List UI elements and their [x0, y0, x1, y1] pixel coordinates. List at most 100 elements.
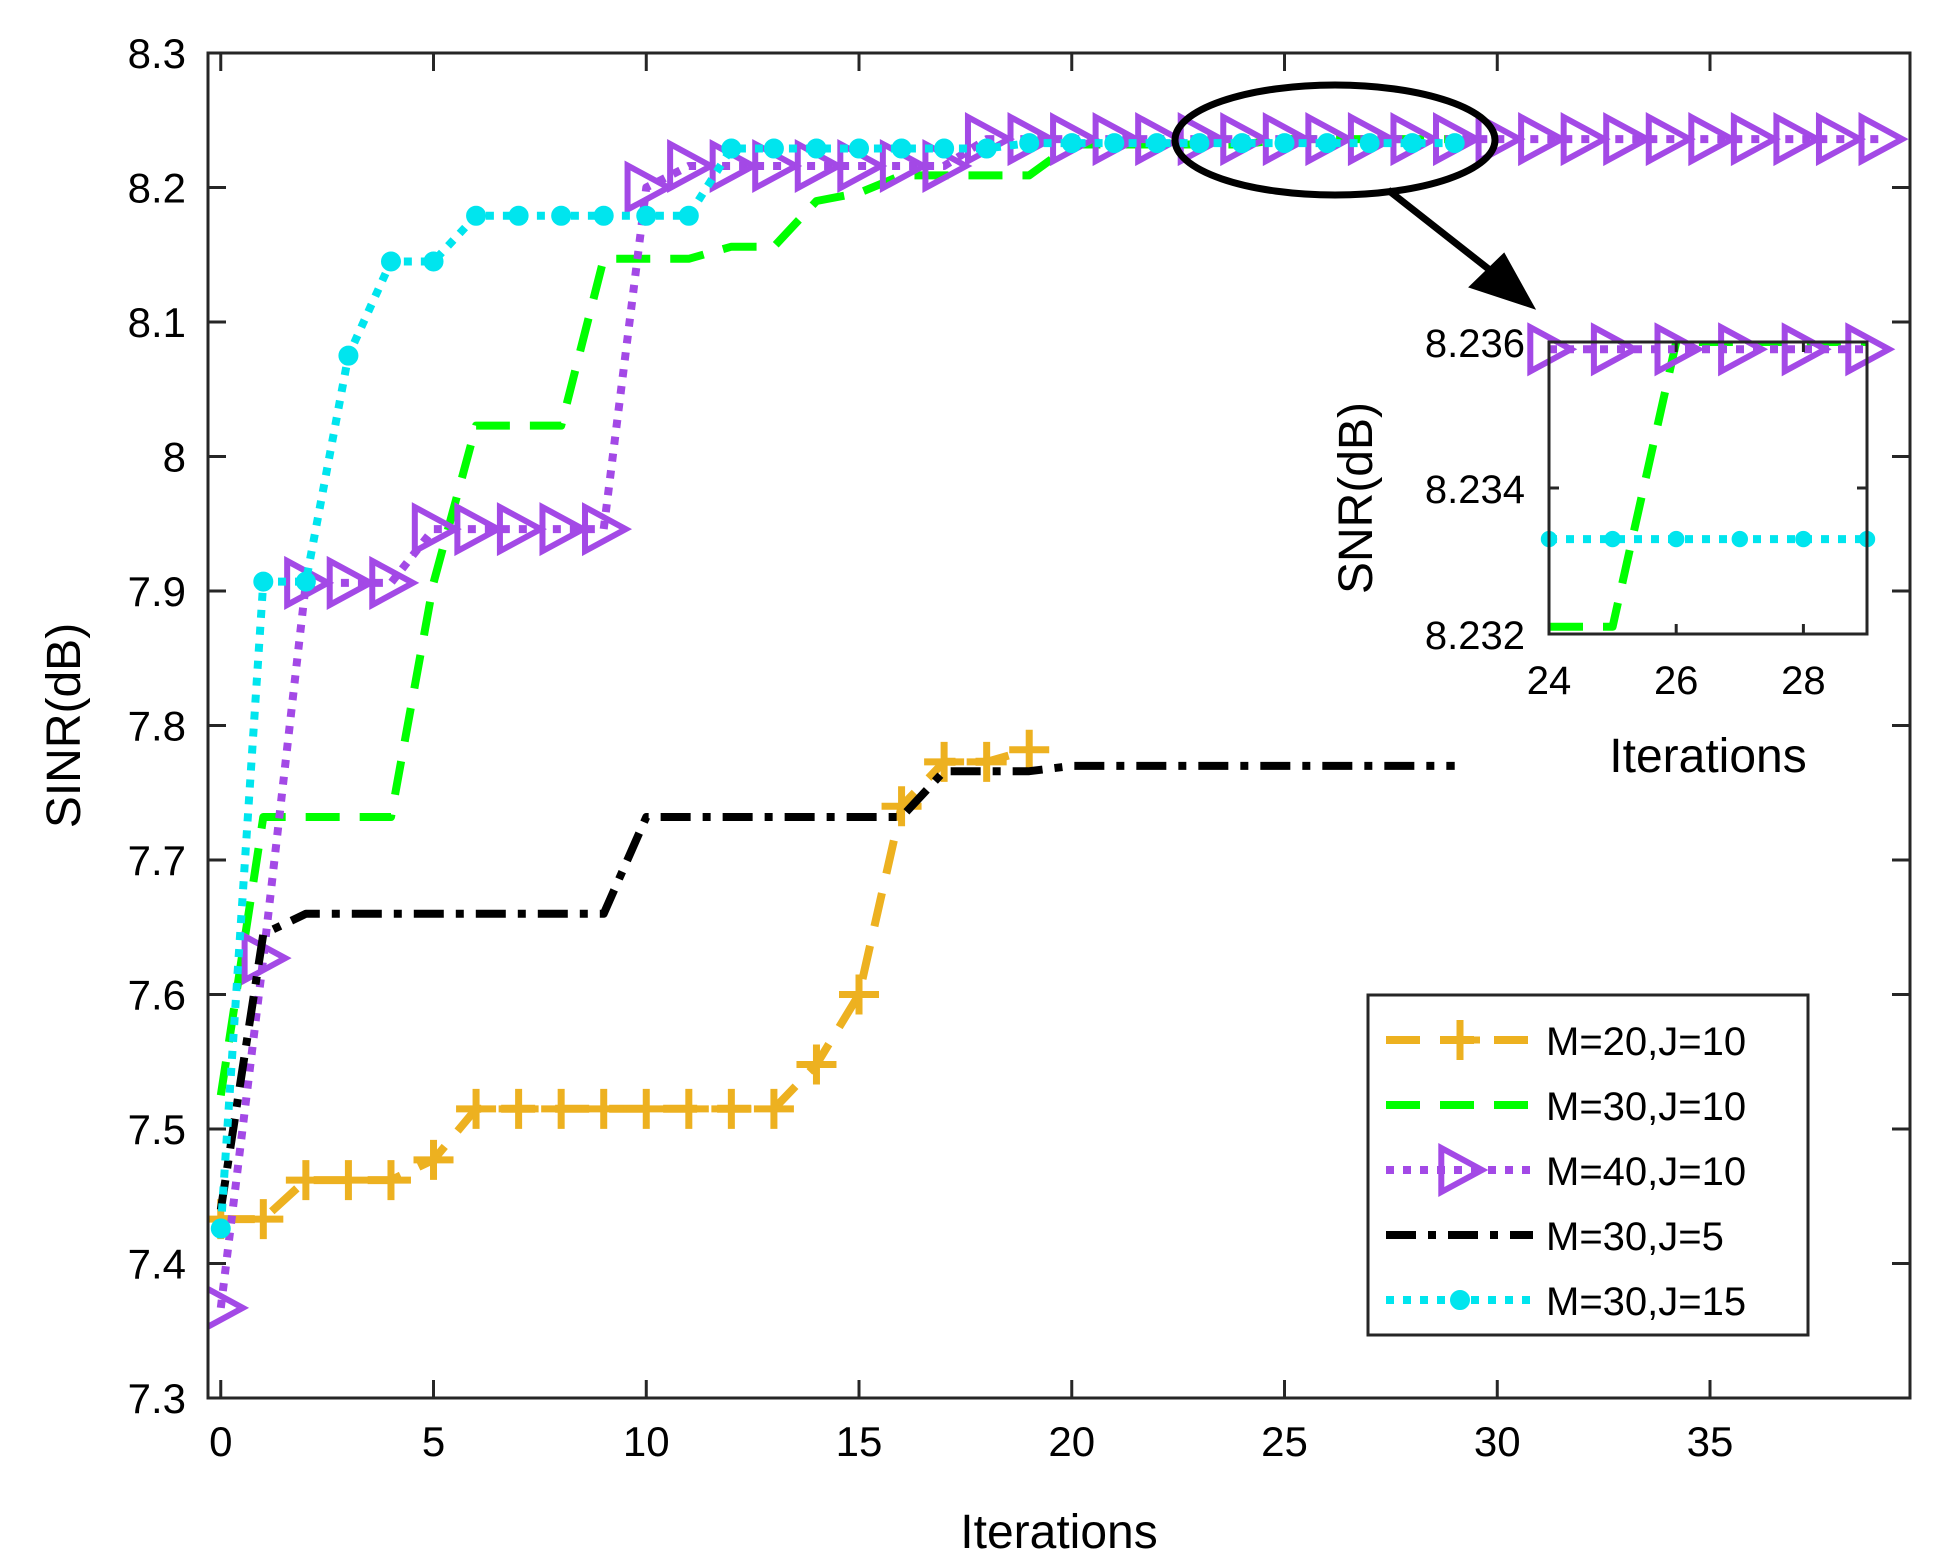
x-tick-label: 0 [209, 1418, 232, 1465]
inset-series [1549, 342, 1867, 631]
legend-entry-m-20-j-10: M=20,J=10 [1386, 1020, 1746, 1064]
legend-marker [1450, 1290, 1470, 1310]
legend-marker [1438, 1142, 1489, 1198]
data-point-m-20-j-10 [668, 1088, 709, 1129]
data-point-m-20-j-10 [1009, 729, 1050, 770]
data-point-m-40-j-10 [667, 138, 718, 194]
zoom-ellipse [1171, 81, 1499, 199]
data-point-m-40-j-10 [582, 502, 633, 557]
data-point-m-40-j-10 [624, 160, 675, 215]
data-point-m-30-j-15 [976, 138, 997, 159]
data-point-m-30-j-15 [1359, 133, 1380, 154]
data-point-m-40-j-10 [539, 502, 590, 557]
legend-label: M=20,J=10 [1546, 1020, 1746, 1064]
data-point-m-30-j-15 [1104, 133, 1125, 154]
data-point-m-30-j-15 [593, 205, 614, 226]
y-tick-label: 8.3 [128, 30, 186, 77]
y-tick-label: 7.9 [128, 568, 186, 615]
main-ticks: 0 5 10 15 20 25 30 35 7.3 7.4 7.5 7.6 7.7 7.8 7.9 8 8.1 8… [38, 30, 1912, 1559]
data-point-m-40-j-10 [1815, 112, 1866, 167]
inset-point-m-40-j-10 [1845, 322, 1896, 377]
data-point-m-40-j-10 [1603, 112, 1654, 167]
series-line-m-30-j-5 [216, 761, 1455, 1211]
data-point-m-30-j-15 [1146, 133, 1167, 154]
data-point-m-20-j-10 [626, 1088, 667, 1129]
data-point-m-40-j-10 [496, 502, 547, 557]
data-point-m-20-j-10 [243, 1199, 284, 1240]
data-point-m-30-j-15 [806, 138, 827, 159]
data-point-m-20-j-10 [796, 1044, 837, 1085]
data-point-m-30-j-15 [1444, 133, 1465, 154]
main-series [208, 112, 1909, 1331]
data-point-m-40-j-10 [1475, 112, 1526, 167]
data-point-m-40-j-10 [1560, 112, 1611, 167]
x-tick-label: 25 [1261, 1418, 1308, 1465]
data-point-m-20-j-10 [456, 1088, 497, 1129]
legend-entry-m-40-j-10: M=40,J=10 [1386, 1142, 1746, 1198]
inset-point-m-30-j-15 [1668, 530, 1685, 548]
legend-entry-m-30-j-5: M=30,J=5 [1386, 1215, 1724, 1259]
x-tick-label: 10 [623, 1418, 670, 1465]
data-point-m-20-j-10 [839, 974, 880, 1015]
x-tick-label: 15 [836, 1418, 883, 1465]
x-axis-title: Iterations [960, 1506, 1157, 1559]
data-point-m-40-j-10 [1688, 112, 1739, 167]
inset-y-axis-title: SNR(dB) [1330, 402, 1383, 594]
data-point-m-40-j-10 [1730, 112, 1781, 167]
x-tick-label: 35 [1687, 1418, 1734, 1465]
legend-marker [1440, 1020, 1480, 1060]
y-tick-label: 7.3 [128, 1375, 186, 1422]
inset-point-m-30-j-15 [1731, 530, 1749, 548]
inset-point-m-40-j-10 [1590, 322, 1641, 377]
data-point-m-40-j-10 [326, 555, 377, 610]
inset-axes: 24 26 28 8.232 8.234 8.236 Iterations SNR(dB) [1330, 322, 1896, 783]
data-point-m-30-j-15 [1402, 133, 1423, 154]
legend-entry-m-30-j-15: M=30,J=15 [1386, 1280, 1746, 1324]
data-point-m-30-j-15 [1061, 133, 1082, 154]
data-point-m-20-j-10 [413, 1139, 454, 1180]
inset-y-tick-label: 8.234 [1425, 468, 1525, 512]
inset-x-tick-label: 28 [1781, 659, 1826, 703]
data-point-m-30-j-15 [1274, 133, 1295, 154]
data-point-m-30-j-15 [849, 138, 870, 159]
series-m-30-j-15 [210, 133, 1465, 1239]
data-point-m-40-j-10 [1645, 112, 1696, 167]
inset-point-m-30-j-15 [1604, 530, 1621, 548]
inset-x-tick-label: 24 [1527, 659, 1572, 703]
y-tick-label: 7.4 [128, 1241, 186, 1288]
y-tick-label: 8 [163, 434, 186, 481]
data-point-m-30-j-15 [1317, 133, 1338, 154]
y-axis-title: SINR(dB) [38, 623, 91, 828]
legend-label: M=30,J=10 [1546, 1085, 1746, 1129]
inset-x-tick-label: 26 [1654, 659, 1699, 703]
data-point-m-20-j-10 [753, 1088, 794, 1129]
callout-arrow-head [1468, 252, 1537, 310]
x-tick-label: 5 [422, 1418, 445, 1465]
data-point-m-30-j-15 [763, 138, 784, 159]
data-point-m-20-j-10 [924, 741, 965, 782]
data-point-m-20-j-10 [541, 1088, 582, 1129]
data-point-m-20-j-10 [370, 1160, 411, 1201]
data-point-m-40-j-10 [411, 502, 462, 557]
data-point-m-20-j-10 [966, 741, 1007, 782]
data-point-m-30-j-15 [423, 251, 444, 272]
y-tick-label: 7.6 [128, 972, 186, 1019]
y-tick-label: 7.5 [128, 1106, 186, 1153]
data-point-m-30-j-15 [380, 251, 401, 272]
zoom-callout [1171, 81, 1537, 310]
inset-plot-area [1549, 342, 1867, 634]
data-point-m-30-j-15 [678, 205, 699, 226]
inset-y-tick-label: 8.236 [1425, 322, 1525, 366]
data-point-m-30-j-15 [1189, 133, 1210, 154]
data-point-m-30-j-15 [466, 205, 487, 226]
data-point-m-20-j-10 [285, 1160, 326, 1201]
data-point-m-30-j-15 [636, 205, 657, 226]
data-point-m-30-j-15 [1019, 133, 1040, 154]
data-point-m-30-j-15 [1231, 133, 1252, 154]
data-point-m-30-j-15 [295, 571, 316, 592]
data-point-m-30-j-15 [338, 345, 359, 366]
data-point-m-30-j-15 [210, 1218, 231, 1239]
y-tick-label: 8.1 [128, 299, 186, 346]
y-tick-label: 7.7 [128, 837, 186, 884]
